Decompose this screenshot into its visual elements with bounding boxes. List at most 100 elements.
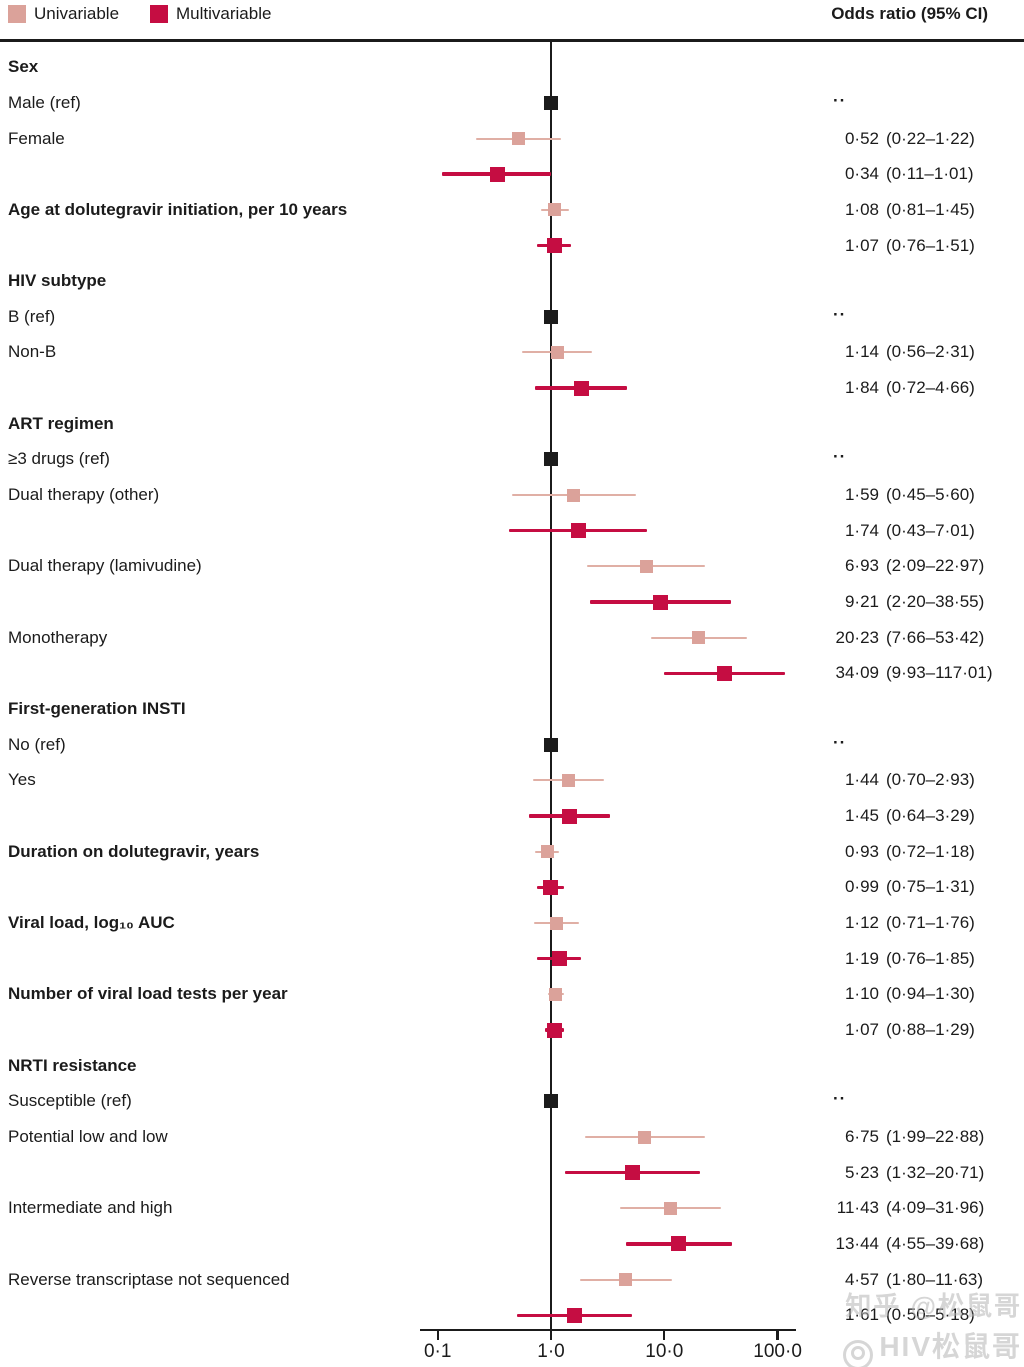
- or-marker: [562, 773, 576, 787]
- or-marker: [550, 345, 564, 359]
- ci-value: (4·55–39·68): [886, 1233, 985, 1253]
- legend-label-multivariable: Multivariable: [176, 4, 272, 23]
- row-label: Non-B: [8, 342, 57, 362]
- row-label: Female: [8, 128, 65, 148]
- row-label: Duration on dolutegravir, years: [8, 841, 260, 861]
- or-value: 1·07: [844, 235, 879, 255]
- row-label: Susceptible (ref): [8, 1091, 132, 1111]
- row-label: Potential low and low: [8, 1127, 168, 1146]
- row-label: NRTI resistance: [8, 1055, 137, 1075]
- or-value: 1·19: [844, 948, 879, 968]
- ci-value: (0·45–5·60): [886, 485, 975, 505]
- ci-value: (7·66–53·42): [886, 627, 985, 647]
- or-marker: [552, 951, 568, 967]
- multivariable-swatch-icon: [150, 5, 168, 23]
- row-label: HIV subtype: [8, 271, 107, 291]
- reference-marker: [544, 452, 558, 467]
- or-marker: [639, 559, 653, 573]
- ci-value: (0·71–1·76): [886, 913, 975, 933]
- or-value: 0·99: [844, 877, 879, 897]
- or-value: 0·93: [844, 841, 879, 861]
- row-label: Viral load, log₁₀ AUC: [8, 913, 175, 933]
- top-rule: [0, 39, 1024, 42]
- row-label: B (ref): [8, 306, 56, 326]
- ci-value: (0·76–1·51): [886, 235, 975, 255]
- or-value: 11·43: [836, 1198, 879, 1218]
- axis-tick: [663, 1331, 666, 1340]
- ref-dots: ··: [833, 304, 847, 324]
- axis-tick: [776, 1331, 779, 1340]
- row-label: Sex: [8, 57, 39, 77]
- ci-value: (1·80–11·63): [886, 1269, 984, 1289]
- or-marker: [546, 1022, 562, 1038]
- ci-value: (1·99–22·88): [886, 1127, 985, 1146]
- or-value: 1·07: [844, 1020, 879, 1040]
- ci-value: (0·72–4·66): [886, 378, 975, 398]
- row-label: Male (ref): [8, 92, 81, 112]
- or-value: 1·45: [844, 806, 879, 826]
- reference-marker: [544, 309, 558, 324]
- ci-value: (2·20–38·55): [886, 592, 985, 612]
- row-label: ≥3 drugs (ref): [8, 449, 110, 469]
- odds-ratio-column-header: Odds ratio (95% CI): [831, 4, 988, 23]
- row-label: Age at dolutegravir initiation, per 10 y…: [8, 199, 348, 219]
- ci-value: (1·32–20·71): [886, 1162, 985, 1182]
- ci-value: (0·76–1·85): [886, 948, 975, 968]
- ref-dots: ··: [833, 1089, 847, 1109]
- or-marker: [573, 380, 589, 396]
- ci-value: (0·11–1·01): [886, 164, 974, 184]
- ci-value: (0·81–1·45): [886, 199, 975, 219]
- ci-value: (0·22–1·22): [886, 128, 975, 148]
- legend-label-univariable: Univariable: [34, 4, 120, 23]
- or-marker: [543, 879, 558, 895]
- ci-value: (0·88–1·29): [886, 1020, 975, 1040]
- or-marker: [490, 166, 506, 182]
- ref-dots: ··: [833, 447, 847, 467]
- or-marker: [540, 845, 554, 859]
- ref-dots: ··: [833, 732, 847, 752]
- ci-value: (0·50–5·18): [886, 1305, 975, 1325]
- row-label: Dual therapy (lamivudine): [8, 556, 202, 576]
- axis-tick-label: 10·0: [645, 1341, 684, 1362]
- reference-marker: [544, 1094, 558, 1109]
- or-marker: [512, 132, 526, 146]
- ci-value: (9·93–117·01): [886, 663, 993, 683]
- ci-value: (2·09–22·97): [886, 556, 985, 576]
- or-marker: [549, 987, 563, 1001]
- axis-tick: [436, 1331, 439, 1340]
- or-value: 1·14: [844, 342, 879, 362]
- or-marker: [550, 916, 564, 930]
- or-marker: [570, 523, 586, 539]
- or-value: 1·12: [844, 913, 879, 933]
- or-value: 6·93: [844, 556, 879, 576]
- or-marker: [561, 808, 577, 824]
- or-value: 6·75: [844, 1127, 879, 1146]
- or-marker: [671, 1236, 687, 1252]
- ref-dots: ··: [833, 90, 847, 110]
- reference-marker: [544, 95, 558, 110]
- or-value: 4·57: [844, 1269, 879, 1289]
- reference-line: [550, 40, 553, 1330]
- or-marker: [692, 631, 706, 645]
- x-axis-line: [420, 1329, 796, 1332]
- row-label: Intermediate and high: [8, 1198, 173, 1218]
- or-marker: [566, 1307, 582, 1323]
- or-value: 1·74: [844, 520, 879, 540]
- ci-value: (4·09–31·96): [886, 1198, 985, 1218]
- or-value: 1·44: [844, 770, 879, 790]
- or-marker: [546, 238, 562, 253]
- axis-tick-label: 100·0: [753, 1341, 802, 1362]
- row-label: Yes: [8, 770, 36, 790]
- ci-value: (0·72–1·18): [886, 841, 975, 861]
- or-value: 0·34: [844, 164, 879, 184]
- or-marker: [619, 1273, 633, 1287]
- row-label: Number of viral load tests per year: [8, 984, 288, 1004]
- row-label: Monotherapy: [8, 627, 108, 647]
- ci-value: (0·94–1·30): [886, 984, 975, 1004]
- row-label: First-generation INSTI: [8, 699, 186, 719]
- or-marker: [717, 665, 733, 681]
- or-marker: [548, 203, 562, 217]
- or-marker: [664, 1201, 678, 1215]
